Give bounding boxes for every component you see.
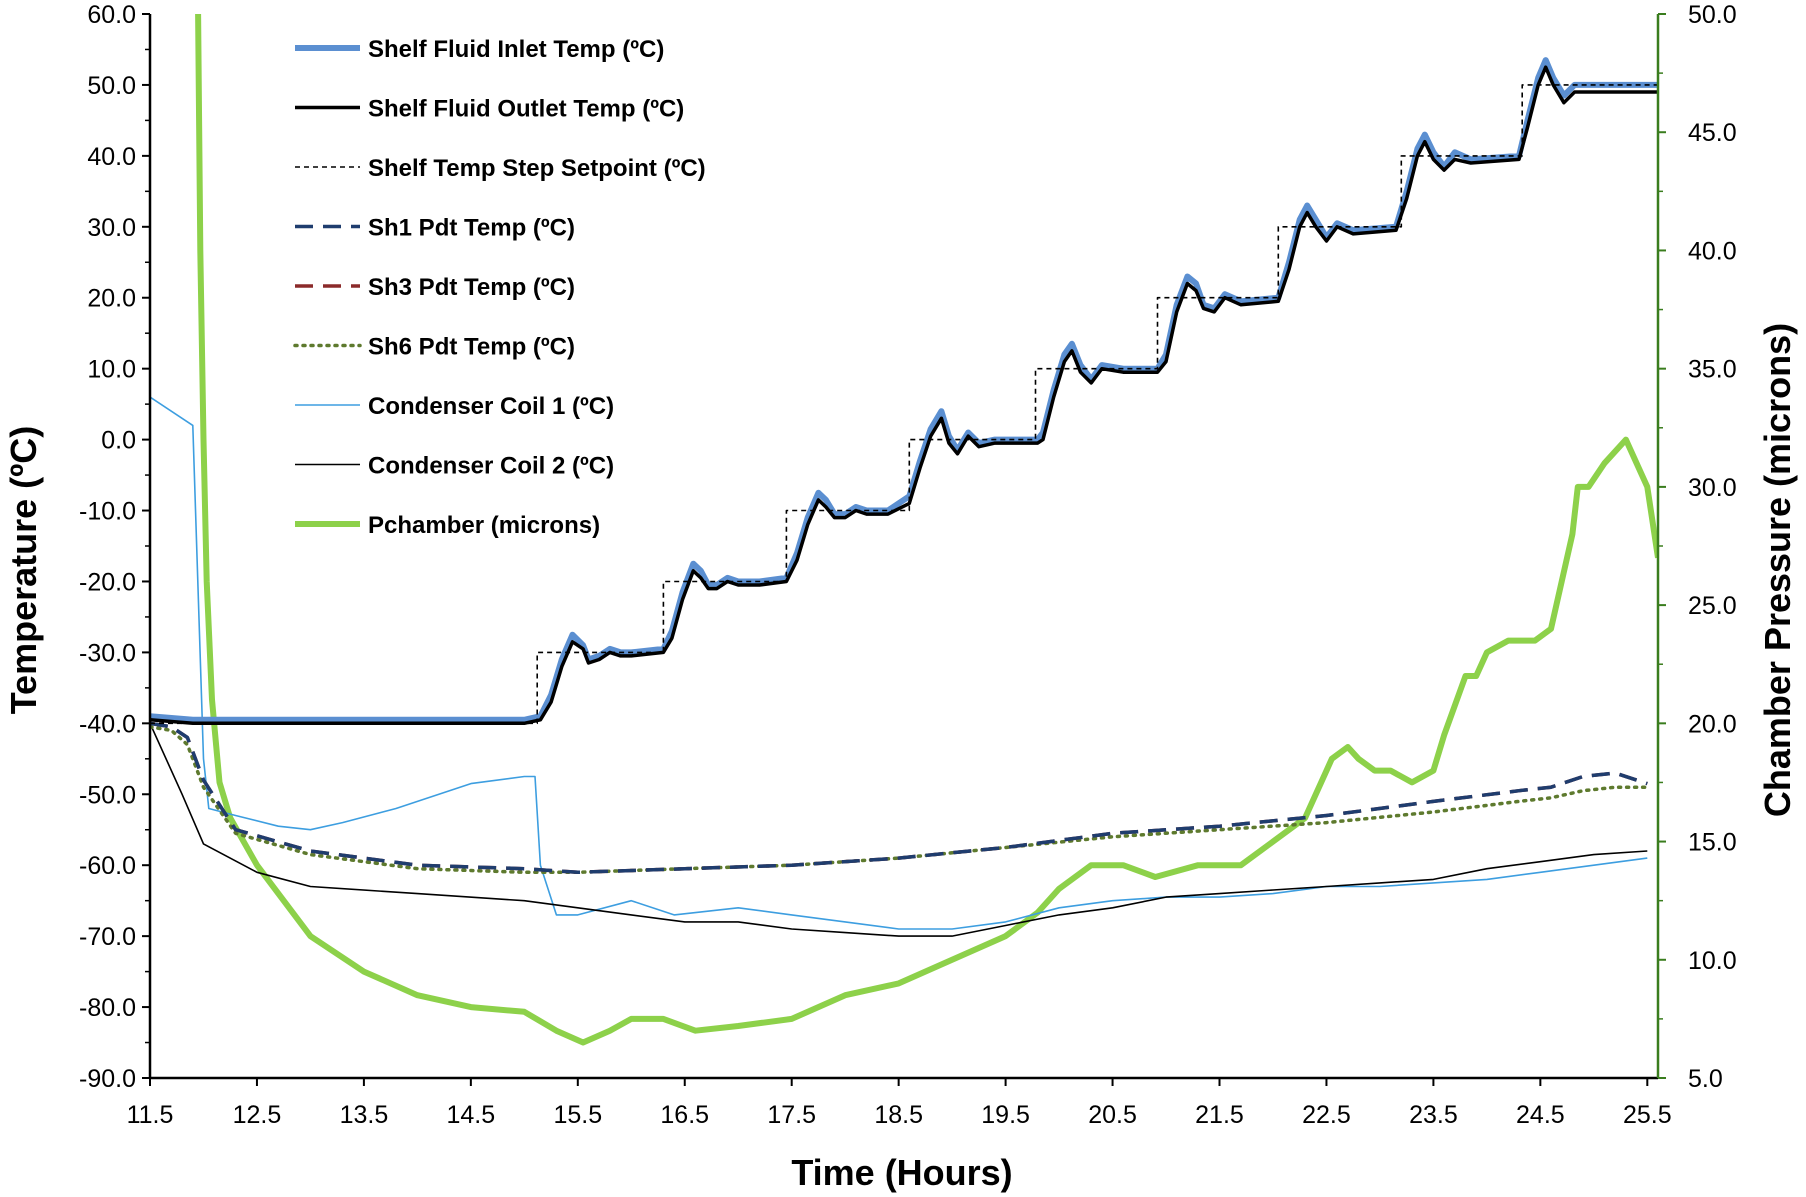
x-tick-label: 12.5 (233, 1101, 282, 1129)
legend-label-7: Condenser Coil 2 (ºC) (368, 453, 614, 480)
legend-label-8: Pchamber (microns) (368, 512, 600, 539)
x-tick-label: 13.5 (340, 1101, 389, 1129)
y2-tick-label: 30.0 (1688, 474, 1737, 502)
legend-label-5: Sh6 Pdt Temp (ºC) (368, 334, 575, 361)
y-tick-label: -40.0 (79, 710, 136, 738)
legend-label-1: Shelf Fluid Outlet Temp (ºC) (368, 96, 684, 123)
y-tick-label: -50.0 (79, 781, 136, 809)
x-tick-label: 19.5 (981, 1101, 1030, 1129)
y-tick-label: -70.0 (79, 923, 136, 951)
y-tick-label: 0.0 (101, 427, 136, 455)
y-tick-label: -10.0 (79, 498, 136, 526)
y-tick-label: 30.0 (87, 214, 136, 242)
x-tick-label: 23.5 (1409, 1101, 1458, 1129)
x-tick-label: 17.5 (767, 1101, 816, 1129)
legend: Shelf Fluid Inlet Temp (ºC) Shelf Fluid O… (293, 36, 706, 539)
y2-tick-label: 15.0 (1688, 829, 1737, 857)
x-axis-title: Time (Hours) (791, 1152, 1012, 1193)
y2-tick-label: 25.0 (1688, 592, 1737, 620)
y2-tick-label: 50.0 (1688, 1, 1737, 29)
series-line-3 (150, 721, 1648, 875)
legend-label-0: Shelf Fluid Inlet Temp (ºC) (368, 36, 664, 63)
y-tick-label: 10.0 (87, 356, 136, 384)
y2-axis-title: Chamber Pressure (microns) (1757, 323, 1798, 817)
y-tick-label: -90.0 (79, 1065, 136, 1093)
y-axis-title: Temperature (ºC) (3, 426, 44, 715)
y2-tick-label: 5.0 (1688, 1065, 1723, 1093)
x-tick-label: 11.5 (127, 1101, 174, 1129)
y2-tick-label: 20.0 (1688, 710, 1737, 738)
y-tick-label: -80.0 (79, 994, 136, 1022)
legend-label-6: Condenser Coil 1 (ºC) (368, 393, 614, 420)
series-line-6 (150, 396, 1648, 930)
series-line-8 (195, 14, 1658, 1046)
y-tick-label: -30.0 (79, 639, 136, 667)
y-tick-label: 40.0 (87, 143, 136, 171)
series-line-2 (150, 84, 1658, 725)
y2-tick-label: 40.0 (1688, 237, 1737, 265)
y-tick-label: 60.0 (87, 1, 136, 29)
axes-layer: 60.0 50.0 40.0 30.0 20.0 10.0 0.0 -10.0 -20.0 -30… (79, 1, 1737, 1129)
series-line-4 (150, 721, 1648, 875)
y2-tick-label: 10.0 (1688, 947, 1737, 975)
x-tick-label: 16.5 (660, 1101, 709, 1129)
x-tick-label: 18.5 (874, 1101, 923, 1129)
x-tick-label: 15.5 (553, 1101, 602, 1129)
y-tick-label: 50.0 (87, 72, 136, 100)
x-tick-label: 21.5 (1195, 1101, 1244, 1129)
series-layer (150, 14, 1658, 1046)
x-tick-label: 14.5 (447, 1101, 496, 1129)
y-tick-label: -20.0 (79, 568, 136, 596)
y2-tick-label: 45.0 (1688, 119, 1737, 147)
legend-label-4: Sh3 Pdt Temp (ºC) (368, 274, 575, 301)
legend-label-3: Sh1 Pdt Temp (ºC) (368, 215, 575, 242)
y-tick-label: 20.0 (87, 285, 136, 313)
legend-label-2: Shelf Temp Step Setpoint (ºC) (368, 155, 706, 182)
y2-tick-label: 35.0 (1688, 356, 1737, 384)
series-line-1 (150, 65, 1658, 726)
x-tick-label: 22.5 (1302, 1101, 1351, 1129)
x-tick-label: 20.5 (1088, 1101, 1137, 1129)
x-tick-label: 25.5 (1623, 1101, 1672, 1129)
y-tick-label: -60.0 (79, 852, 136, 880)
x-tick-label: 24.5 (1516, 1101, 1565, 1129)
series-line-7 (150, 722, 1648, 937)
series-line-5 (150, 725, 1650, 875)
